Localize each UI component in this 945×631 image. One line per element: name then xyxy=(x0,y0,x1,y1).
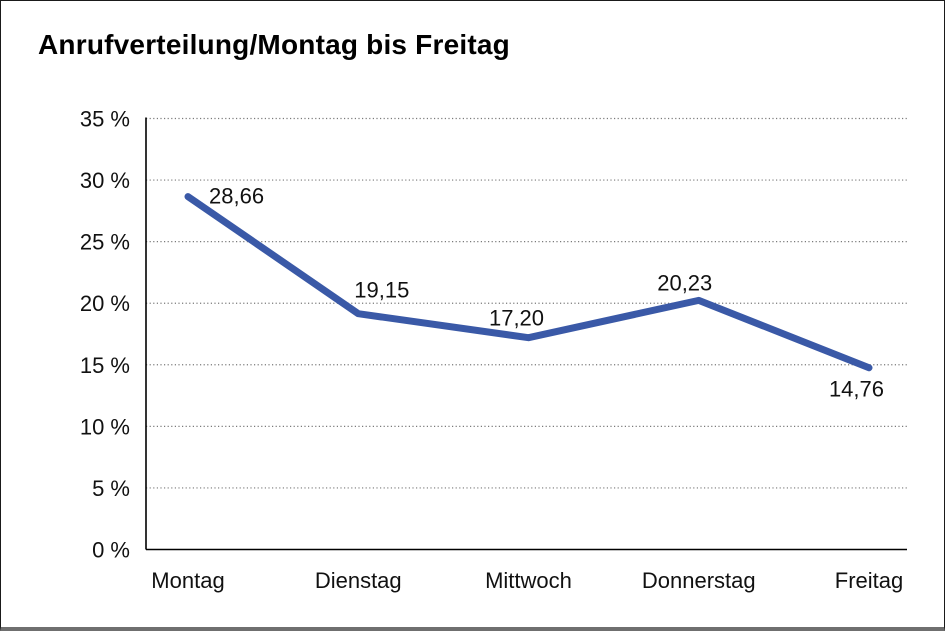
y-tick-label: 35 % xyxy=(80,107,130,132)
x-category-label: Mittwoch xyxy=(485,568,572,593)
x-category-label: Dienstag xyxy=(315,568,402,593)
y-tick-label: 15 % xyxy=(80,353,130,378)
data-point-label: 28,66 xyxy=(209,184,264,209)
x-category-label: Donnerstag xyxy=(642,568,756,593)
data-point-label: 14,76 xyxy=(829,377,884,402)
y-tick-label: 5 % xyxy=(92,476,130,501)
y-tick-label: 10 % xyxy=(80,414,130,439)
data-point-label: 17,20 xyxy=(489,306,544,331)
chart-title: Anrufverteilung/Montag bis Freitag xyxy=(38,29,510,60)
y-tick-label: 20 % xyxy=(80,291,130,316)
data-point-label: 20,23 xyxy=(657,270,712,295)
y-tick-label: 0 % xyxy=(92,538,130,563)
data-point-label: 19,15 xyxy=(354,278,409,303)
series-line xyxy=(184,193,873,372)
x-category-label: Montag xyxy=(151,568,224,593)
y-tick-label: 30 % xyxy=(80,168,130,193)
y-tick-label: 25 % xyxy=(80,230,130,255)
x-category-label: Freitag xyxy=(835,568,903,593)
